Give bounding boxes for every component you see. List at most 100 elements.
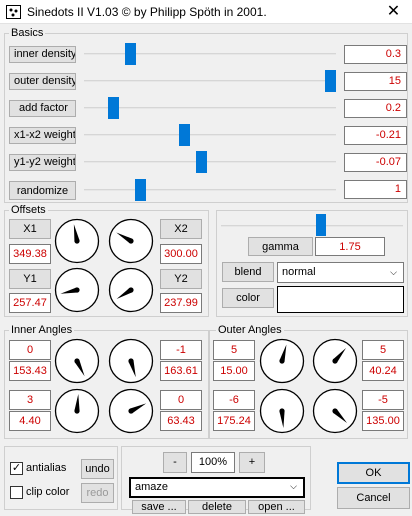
y1-label: Y1 xyxy=(9,269,51,289)
y2-value[interactable]: 237.99 xyxy=(160,293,202,313)
dial-needle xyxy=(279,410,285,428)
y1-y2-weight-value[interactable]: -0.07 xyxy=(344,153,407,172)
outer-right-top-value[interactable]: 5 xyxy=(362,340,404,360)
x1-label: X1 xyxy=(9,219,51,239)
inner-right-bottom-value[interactable]: 0 xyxy=(160,390,202,410)
randomize-button[interactable]: randomize xyxy=(9,181,76,200)
close-icon[interactable]: ✕ xyxy=(386,3,401,20)
inner-left-bottom-value[interactable]: 3 xyxy=(9,390,51,410)
outer-density-slider-thumb[interactable] xyxy=(325,70,336,92)
add-factor-value[interactable]: 0.2 xyxy=(344,99,407,118)
zoom-out-button[interactable]: - xyxy=(163,452,187,473)
inner-dial-3[interactable] xyxy=(54,388,100,434)
blend-selected: normal xyxy=(282,266,316,278)
inner-left-bottom-angle[interactable]: 4.40 xyxy=(9,411,51,431)
outer-angles-group-label: Outer Angles xyxy=(216,324,284,336)
save-button[interactable]: save ... xyxy=(132,500,186,514)
dial-needle xyxy=(60,287,78,294)
randomize-value[interactable]: 1 xyxy=(344,180,407,199)
outer-left-top-angle[interactable]: 15.00 xyxy=(213,361,255,381)
gamma-slider-thumb[interactable] xyxy=(315,214,326,236)
x1-x2-weight-value[interactable]: -0.21 xyxy=(344,126,407,145)
y1-y2-weight-slider-track[interactable] xyxy=(84,161,336,163)
gamma-value[interactable]: 1.75 xyxy=(315,237,385,256)
inner-right-top-value[interactable]: -1 xyxy=(160,340,202,360)
gamma-slider-track[interactable] xyxy=(221,225,403,227)
ok-button[interactable]: OK xyxy=(337,462,410,484)
basics-group-label: Basics xyxy=(9,27,46,39)
chevron-down-icon: ⌵ xyxy=(290,481,297,491)
preset-selected: amaze xyxy=(135,481,169,493)
outer-density-value[interactable]: 15 xyxy=(344,72,407,91)
cancel-button[interactable]: Cancel xyxy=(337,487,410,509)
y1-dial[interactable] xyxy=(54,267,100,313)
randomize-slider-thumb[interactable] xyxy=(134,179,146,201)
inner-dial-1[interactable] xyxy=(54,338,100,384)
clip-color-checkbox[interactable] xyxy=(10,486,23,499)
outer-dial-3[interactable] xyxy=(259,388,305,434)
y2-dial[interactable] xyxy=(108,267,154,313)
antialias-checkbox[interactable]: ✓ xyxy=(10,462,23,475)
delete-button[interactable]: delete xyxy=(188,500,246,514)
inner-dial-4[interactable] xyxy=(108,388,154,434)
add-factor-slider-track[interactable] xyxy=(84,107,336,109)
preset-dropdown[interactable]: amaze ⌵ xyxy=(129,477,305,498)
zoom-value: 100% xyxy=(191,452,235,473)
y1-value[interactable]: 257.47 xyxy=(9,293,51,313)
zoom-in-button[interactable]: + xyxy=(239,452,265,473)
blend-dropdown[interactable]: normal ⌵ xyxy=(277,262,404,283)
window-title: Sinedots II V1.03 © by Philipp Spöth in … xyxy=(27,5,267,19)
gamma-label: gamma xyxy=(248,237,313,256)
dial-needle xyxy=(73,224,80,242)
x1-dial[interactable] xyxy=(54,218,100,264)
outer-left-bottom-value[interactable]: -6 xyxy=(213,390,255,410)
outer-density-slider-track[interactable] xyxy=(84,80,336,82)
open-button[interactable]: open ... xyxy=(248,500,305,514)
x2-value[interactable]: 300.00 xyxy=(160,244,202,264)
x1-x2-weight-slider-track[interactable] xyxy=(84,134,336,136)
inner-right-top-angle[interactable]: 163.61 xyxy=(160,361,202,381)
add-factor-label: add factor xyxy=(9,100,76,117)
inner-dial-2[interactable] xyxy=(108,338,154,384)
chevron-down-icon: ⌵ xyxy=(390,267,397,277)
undo-button[interactable]: undo xyxy=(81,459,114,479)
outer-right-bottom-angle[interactable]: 135.00 xyxy=(362,411,404,431)
color-swatch[interactable] xyxy=(277,286,404,313)
outer-right-bottom-value[interactable]: -5 xyxy=(362,390,404,410)
outer-angles-group xyxy=(209,330,408,439)
x2-dial[interactable] xyxy=(108,218,154,264)
y2-label: Y2 xyxy=(160,269,202,289)
inner-left-top-angle[interactable]: 153.43 xyxy=(9,361,51,381)
outer-left-top-value[interactable]: 5 xyxy=(213,340,255,360)
clip-color-label: clip color xyxy=(26,486,70,498)
outer-density-label: outer density xyxy=(9,73,76,90)
redo-button[interactable]: redo xyxy=(81,483,114,503)
add-factor-slider-thumb[interactable] xyxy=(108,97,120,119)
dial-needle xyxy=(128,360,136,378)
x1-value[interactable]: 349.38 xyxy=(9,244,51,264)
antialias-label: antialias xyxy=(26,462,67,474)
inner-right-bottom-angle[interactable]: 63.43 xyxy=(160,411,202,431)
inner-density-slider-thumb[interactable] xyxy=(124,43,136,65)
inner-density-value[interactable]: 0.3 xyxy=(344,45,407,64)
outer-left-bottom-angle[interactable]: 175.24 xyxy=(213,411,255,431)
inner-angles-group xyxy=(4,330,209,439)
offsets-group xyxy=(4,210,209,317)
dial-needle xyxy=(129,403,147,414)
inner-density-slider-track[interactable] xyxy=(84,53,336,55)
dial-needle xyxy=(74,394,80,412)
randomize-slider-track[interactable] xyxy=(84,189,336,191)
inner-angles-group-label: Inner Angles xyxy=(9,324,75,336)
x2-label: X2 xyxy=(160,219,202,239)
dial-needle xyxy=(279,344,287,362)
options-group xyxy=(4,446,118,510)
outer-right-top-angle[interactable]: 40.24 xyxy=(362,361,404,381)
outer-dial-1[interactable] xyxy=(259,338,305,384)
dial-needle xyxy=(74,359,85,377)
y1-y2-weight-slider-thumb[interactable] xyxy=(196,151,208,173)
outer-dial-4[interactable] xyxy=(312,388,358,434)
inner-left-top-value[interactable]: 0 xyxy=(9,340,51,360)
outer-dial-2[interactable] xyxy=(312,338,358,384)
dial-needle xyxy=(116,287,133,300)
x1-x2-weight-slider-thumb[interactable] xyxy=(179,124,191,146)
